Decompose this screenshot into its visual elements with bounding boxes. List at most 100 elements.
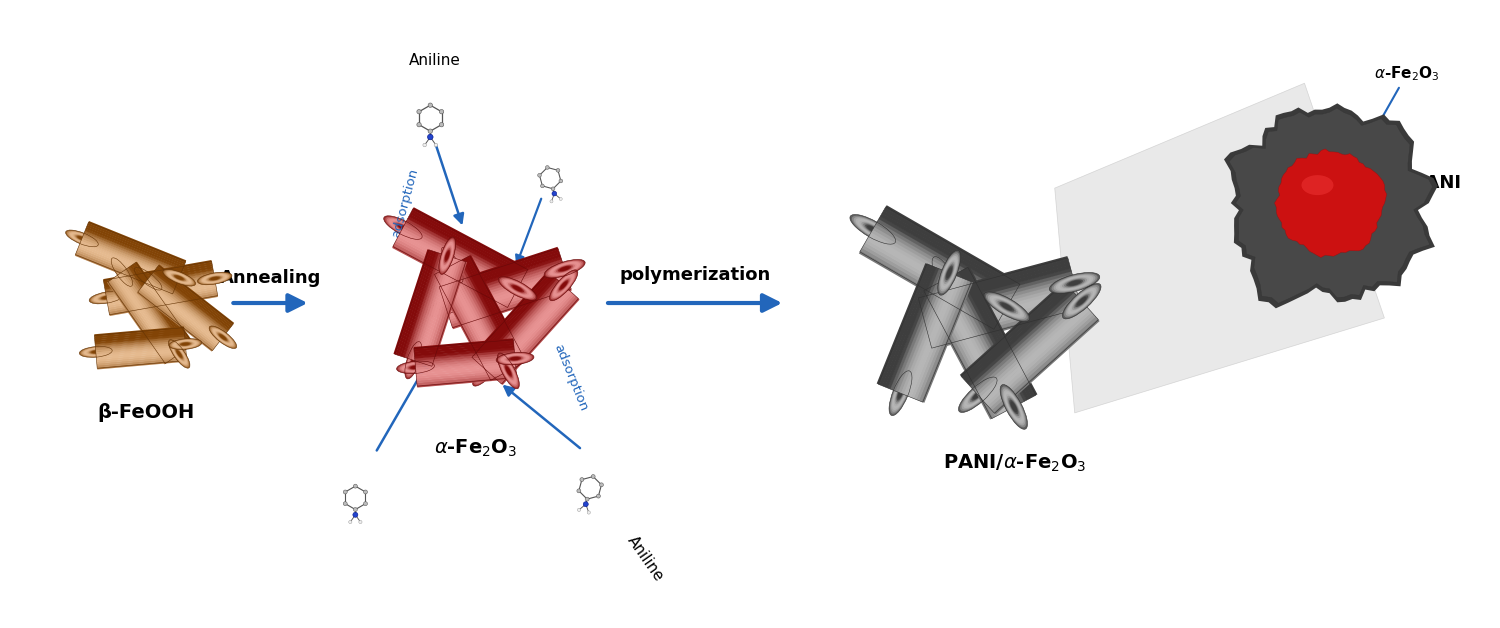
Polygon shape	[98, 355, 186, 365]
Polygon shape	[918, 259, 1070, 303]
Ellipse shape	[100, 295, 112, 300]
Polygon shape	[945, 278, 1017, 407]
Ellipse shape	[213, 330, 232, 345]
Polygon shape	[82, 234, 182, 276]
Polygon shape	[438, 271, 497, 379]
Polygon shape	[924, 279, 1074, 323]
Ellipse shape	[138, 270, 159, 287]
Polygon shape	[148, 276, 225, 336]
Ellipse shape	[900, 313, 950, 333]
Ellipse shape	[180, 342, 190, 346]
Polygon shape	[96, 340, 184, 350]
Polygon shape	[411, 210, 526, 273]
Polygon shape	[84, 232, 182, 274]
Ellipse shape	[908, 316, 942, 330]
Ellipse shape	[974, 391, 982, 399]
Polygon shape	[126, 268, 186, 350]
Ellipse shape	[66, 230, 99, 247]
Polygon shape	[501, 298, 579, 385]
Ellipse shape	[210, 277, 219, 280]
Ellipse shape	[1077, 297, 1086, 306]
Polygon shape	[930, 300, 1080, 344]
Ellipse shape	[392, 220, 414, 234]
Ellipse shape	[500, 356, 517, 386]
Polygon shape	[993, 318, 1100, 414]
Polygon shape	[80, 244, 177, 286]
Polygon shape	[410, 212, 526, 276]
Ellipse shape	[986, 293, 1028, 320]
Ellipse shape	[904, 315, 946, 332]
Ellipse shape	[211, 328, 234, 347]
Ellipse shape	[213, 328, 234, 345]
Ellipse shape	[513, 358, 516, 359]
Ellipse shape	[441, 243, 453, 268]
Circle shape	[427, 129, 432, 133]
Polygon shape	[934, 283, 1006, 413]
Ellipse shape	[210, 327, 236, 347]
Polygon shape	[402, 227, 518, 291]
Text: Annealing: Annealing	[220, 269, 321, 287]
Polygon shape	[108, 280, 168, 363]
Ellipse shape	[206, 275, 224, 281]
Ellipse shape	[500, 278, 536, 300]
Ellipse shape	[200, 273, 231, 284]
Ellipse shape	[93, 351, 99, 353]
Ellipse shape	[166, 271, 192, 284]
Ellipse shape	[411, 355, 416, 365]
Polygon shape	[867, 237, 1002, 318]
Ellipse shape	[174, 347, 184, 361]
Polygon shape	[472, 273, 552, 360]
Ellipse shape	[442, 246, 452, 265]
Polygon shape	[927, 291, 1078, 335]
Polygon shape	[442, 256, 561, 298]
Polygon shape	[105, 268, 213, 290]
Polygon shape	[408, 254, 446, 360]
Ellipse shape	[442, 245, 452, 267]
Polygon shape	[81, 238, 180, 280]
Polygon shape	[416, 356, 514, 367]
Ellipse shape	[945, 263, 954, 282]
Polygon shape	[416, 363, 516, 374]
Ellipse shape	[201, 274, 228, 283]
Polygon shape	[966, 266, 1038, 396]
Ellipse shape	[177, 342, 194, 347]
Polygon shape	[153, 271, 230, 331]
Ellipse shape	[432, 301, 459, 313]
Polygon shape	[414, 347, 514, 359]
Ellipse shape	[855, 218, 889, 241]
Polygon shape	[94, 336, 184, 346]
Polygon shape	[416, 352, 514, 363]
Ellipse shape	[201, 273, 229, 284]
Polygon shape	[444, 268, 503, 376]
Polygon shape	[458, 261, 518, 368]
Ellipse shape	[562, 268, 567, 269]
Ellipse shape	[549, 270, 578, 301]
Polygon shape	[94, 334, 184, 344]
Circle shape	[417, 109, 422, 114]
Polygon shape	[966, 288, 1072, 384]
Ellipse shape	[390, 220, 416, 236]
Ellipse shape	[1004, 390, 1025, 424]
Circle shape	[348, 521, 352, 524]
Ellipse shape	[408, 365, 423, 370]
Ellipse shape	[556, 265, 573, 273]
Text: polymerization: polymerization	[620, 266, 771, 284]
Ellipse shape	[170, 341, 189, 367]
Ellipse shape	[1056, 275, 1094, 291]
Polygon shape	[474, 274, 554, 362]
Ellipse shape	[546, 260, 584, 278]
Ellipse shape	[142, 274, 154, 283]
Ellipse shape	[861, 222, 883, 237]
Circle shape	[546, 166, 549, 170]
Polygon shape	[948, 276, 1020, 406]
Polygon shape	[450, 283, 570, 325]
Ellipse shape	[498, 353, 532, 364]
Ellipse shape	[217, 332, 228, 342]
Ellipse shape	[165, 271, 194, 284]
Ellipse shape	[92, 350, 100, 353]
Polygon shape	[444, 264, 564, 305]
Polygon shape	[130, 265, 189, 349]
Ellipse shape	[438, 303, 454, 311]
Ellipse shape	[560, 266, 570, 271]
Polygon shape	[865, 240, 1000, 320]
